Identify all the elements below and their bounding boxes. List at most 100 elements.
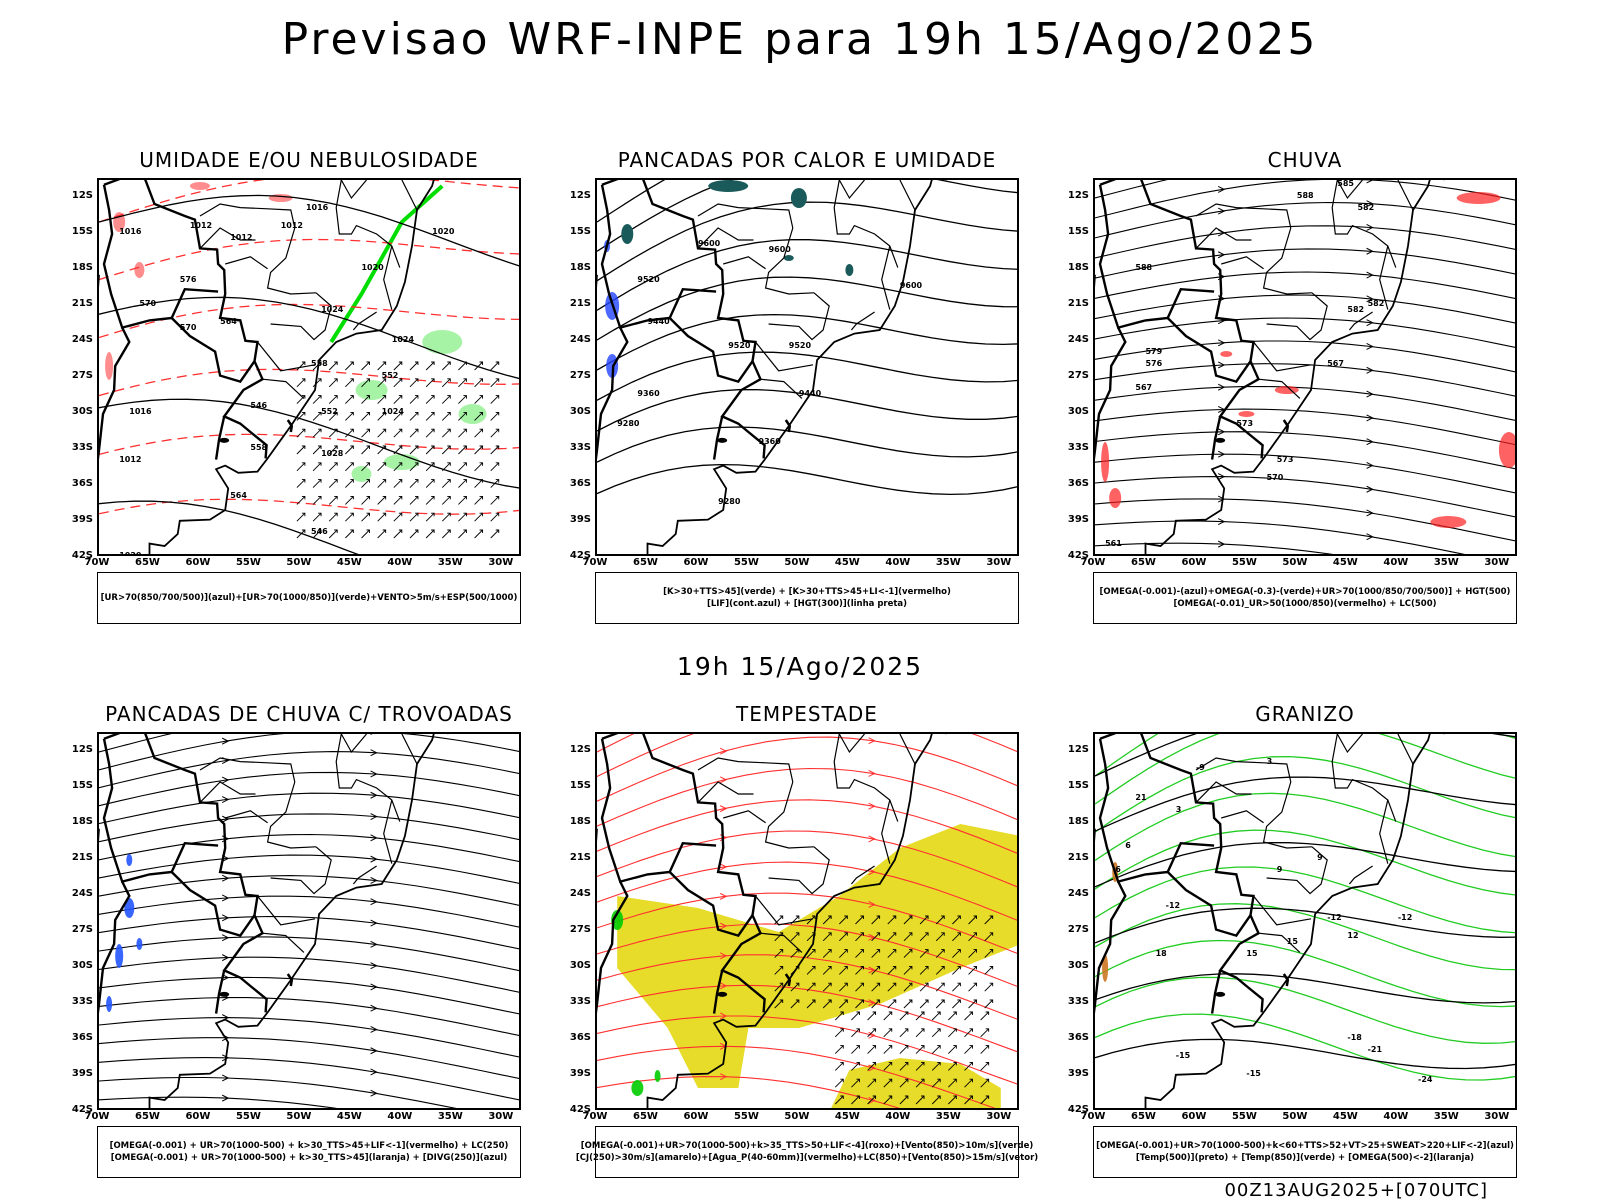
longitude-label: 40W: [881, 1111, 915, 1122]
latitude-label: 18S: [1059, 816, 1089, 827]
contour-label: 1012: [281, 221, 303, 230]
thickness-detail: [134, 262, 144, 278]
unstable-area: [784, 255, 794, 261]
state-border: [1221, 811, 1263, 823]
wind-vector: [426, 446, 434, 454]
state-border: [761, 379, 802, 398]
thickness-detail: [105, 352, 113, 380]
latitude-label: 30S: [561, 960, 591, 971]
country-border: [99, 882, 129, 1110]
wind-vector-850-south: [932, 1012, 940, 1020]
legend-text: [LIF](cont.azul) + [HGT(300)](linha pret…: [707, 598, 907, 610]
rain-area: [1101, 442, 1109, 482]
hgt300-contour: [597, 180, 1019, 222]
longitude-label: 30W: [484, 557, 518, 568]
latitude-label: 33S: [1059, 996, 1089, 1007]
sea-level-pressure: [99, 501, 521, 556]
wind-vector-850-south: [835, 1029, 843, 1037]
wind-vector: [410, 513, 418, 521]
wind-vector: [458, 496, 466, 504]
latitude-label: 21S: [1059, 298, 1089, 309]
latitude-label: 33S: [561, 442, 591, 453]
t850-contour: [1095, 734, 1517, 804]
latitude-label: 24S: [561, 888, 591, 899]
longitude-label: 45W: [830, 557, 864, 568]
wind-vector: [491, 446, 499, 454]
panel-title-rain: CHUVA: [1053, 148, 1557, 172]
longitude-label: 60W: [679, 557, 713, 568]
contour-label: 1016: [119, 227, 142, 236]
t850-contour: [1095, 1014, 1517, 1080]
map-canvas-storm: [597, 734, 1019, 1110]
wind-vector: [378, 480, 386, 488]
wind-vector-850: [888, 1000, 896, 1008]
longitude-label: 65W: [130, 557, 164, 568]
lake-mirim: [219, 992, 229, 997]
contour-label: 1020: [361, 263, 384, 272]
state-border: [341, 180, 366, 198]
wind-vector: [313, 396, 321, 404]
country-border: [99, 328, 129, 556]
legend-text: [CJ(250)>30m/s](amarelo)+[Agua_P(40-60mm…: [576, 1152, 1038, 1164]
wind-vector: [329, 379, 337, 387]
thickness-contour: [99, 434, 521, 454]
wind-vector: [378, 496, 386, 504]
latitude-label: 33S: [561, 996, 591, 1007]
state-border: [1337, 734, 1362, 752]
wind-vector: [410, 480, 418, 488]
hgt500-streamline: [1095, 409, 1517, 445]
longitude-label: 35W: [931, 557, 965, 568]
wind-vector: [458, 379, 466, 387]
state-border: [723, 811, 765, 823]
wind-vector: [442, 412, 450, 420]
t500-contour: [1095, 843, 1517, 887]
latitude-label: 15S: [561, 226, 591, 237]
latitude-label: 27S: [63, 370, 93, 381]
contour-label: 1012: [119, 455, 141, 464]
contour-label: 18: [1156, 949, 1168, 958]
longitude-label: 50W: [1278, 557, 1312, 568]
hgt300-contour: [597, 202, 1019, 281]
wind-vector: [410, 429, 418, 437]
model-run-stamp: 00Z13AUG2025+[070UTC]: [1224, 1180, 1488, 1201]
legend-storm: [OMEGA(-0.001)+UR>70(1000-500)+k>35_TTS>…: [595, 1126, 1019, 1178]
showers-area: [115, 944, 123, 968]
longitude-label: 30W: [1480, 1111, 1514, 1122]
wind-vector: [475, 379, 483, 387]
longitude-label: 70W: [80, 1111, 114, 1122]
wind-vector: [394, 480, 402, 488]
longitude-label: 40W: [881, 557, 915, 568]
lc250-streamline: [99, 977, 521, 1014]
contour-label: 1024: [392, 335, 415, 344]
longitude-label: 40W: [1379, 557, 1413, 568]
wind-vector: [345, 463, 353, 471]
latitude-label: 15S: [63, 780, 93, 791]
thickness-detail: [190, 182, 210, 190]
longitude-label: 60W: [1177, 1111, 1211, 1122]
longitude-label: 55W: [1227, 1111, 1261, 1122]
longitude-label: 60W: [181, 1111, 215, 1122]
wind-vector-850-south: [948, 1012, 956, 1020]
contour-label: 1024: [382, 407, 405, 416]
wind-vector: [426, 530, 434, 538]
wind-vector-850-south: [868, 1046, 876, 1054]
legend-text: [OMEGA(-0.001) + UR>70(1000-500) + k>30_…: [110, 1140, 509, 1152]
latitude-label: 18S: [63, 262, 93, 273]
wind-vector: [313, 463, 321, 471]
panel-title-hail: GRANIZO: [1053, 702, 1557, 726]
latitude-label: 30S: [63, 960, 93, 971]
wind-vector: [329, 362, 337, 370]
state-border: [1349, 866, 1372, 884]
legend-heat-showers: [K>30+TTS>45](verde) + [K>30+TTS>45+LI<-…: [595, 572, 1019, 624]
wind-vector: [297, 396, 305, 404]
longitude-label: 60W: [679, 1111, 713, 1122]
latitude-label: 36S: [63, 1032, 93, 1043]
wind-vector: [297, 463, 305, 471]
wind-vector: [394, 396, 402, 404]
latitude-label: 24S: [561, 334, 591, 345]
wind-vector-850-south: [884, 1046, 892, 1054]
rain-area: [1275, 386, 1299, 394]
contour-label: 9520: [637, 275, 660, 284]
wind-vector-850: [920, 1000, 928, 1008]
